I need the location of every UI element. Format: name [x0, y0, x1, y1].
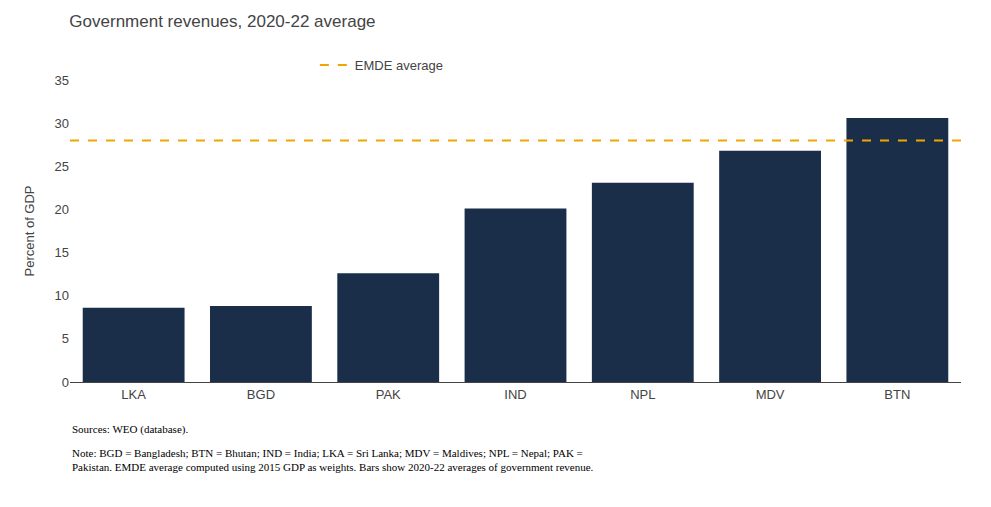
svg-text:EMDE average: EMDE average	[355, 58, 443, 73]
svg-text:25: 25	[55, 159, 69, 174]
svg-text:10: 10	[55, 288, 69, 303]
svg-text:30: 30	[55, 116, 69, 131]
svg-text:5: 5	[62, 331, 69, 346]
svg-text:BGD: BGD	[247, 387, 275, 402]
svg-text:Sources: WEO (database).: Sources: WEO (database).	[72, 423, 188, 436]
svg-text:IND: IND	[504, 387, 526, 402]
svg-text:BTN: BTN	[884, 387, 910, 402]
svg-text:Government revenues, 2020-22 a: Government revenues, 2020-22 average	[69, 12, 375, 31]
svg-text:PAK: PAK	[376, 387, 401, 402]
svg-text:20: 20	[55, 202, 69, 217]
svg-text:LKA: LKA	[121, 387, 146, 402]
svg-text:0: 0	[62, 375, 69, 390]
svg-text:Percent of GDP: Percent of GDP	[22, 185, 37, 276]
svg-text:MDV: MDV	[756, 387, 785, 402]
svg-text:Note: BGD = Bangladesh; BTN =: Note: BGD = Bangladesh; BTN = Bhutan; IN…	[72, 447, 594, 473]
svg-text:NPL: NPL	[630, 387, 655, 402]
svg-text:35: 35	[55, 73, 69, 88]
svg-text:15: 15	[55, 245, 69, 260]
